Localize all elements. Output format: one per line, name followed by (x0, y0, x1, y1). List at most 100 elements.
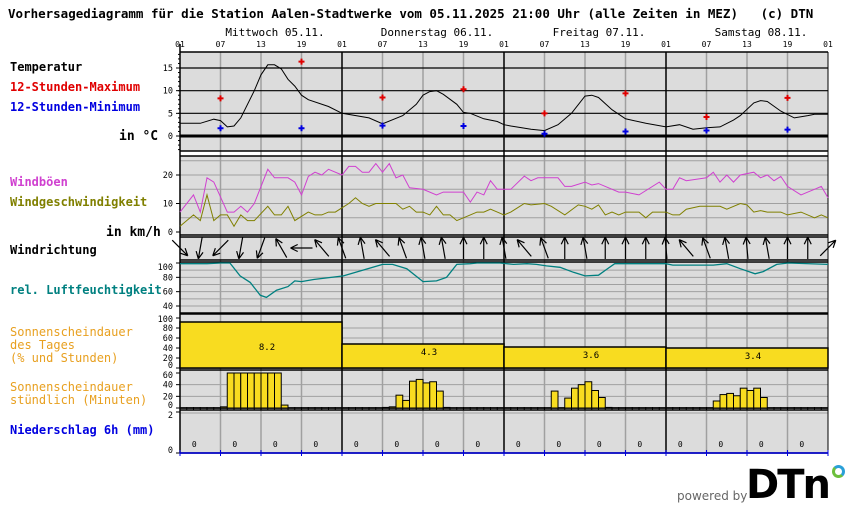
min-temp-point (460, 123, 467, 130)
precip-value-label: 0 (354, 440, 359, 449)
sun-hourly-bar (233, 372, 242, 409)
dtn-logo-ring (832, 465, 845, 478)
humidity-tick-label: 80 (163, 273, 173, 283)
sun-hourly-bar (584, 381, 593, 409)
wind-direction-arrow (661, 236, 670, 260)
min-temp-point (784, 126, 791, 133)
sun-hourly-bar (240, 372, 248, 409)
sun-hourly-tick-label: 0 (168, 401, 173, 411)
wind-direction-arrow (236, 237, 245, 260)
max-temp-point (460, 86, 467, 93)
hour-tick-label: 07 (378, 40, 388, 49)
hour-tick-label: 19 (621, 40, 631, 49)
sun-hourly-bar (753, 387, 761, 409)
sun-hourly-bar (260, 372, 269, 409)
wind-direction-arrow (397, 237, 408, 259)
hour-tick-label: 07 (540, 40, 550, 49)
precip-value-label: 0 (394, 440, 399, 449)
sun-daily-tick-label: 60 (163, 334, 173, 344)
max-temp-point (217, 95, 224, 102)
wind-direction-arrow (560, 236, 569, 259)
precip-value-label: 0 (192, 440, 197, 449)
temp-tick-label: 10 (163, 87, 173, 97)
sun-hourly-bar (604, 406, 613, 409)
sun-hourly-bar (388, 406, 397, 409)
sun-daily-tick-label: 40 (163, 344, 173, 354)
wind-direction-arrow (290, 243, 313, 253)
sun-hourly-bar (598, 397, 606, 409)
sun-hourly-bar (415, 378, 424, 409)
sun-hourly-bar (760, 397, 768, 409)
sun-hourly-bar (436, 390, 444, 409)
label-sun-daily: Sonnenscheindauer des Tages (% und Stund… (10, 325, 133, 365)
sun-hourly-bar (719, 394, 728, 409)
hour-tick-label: 19 (783, 40, 793, 49)
precip-value-label: 0 (516, 440, 521, 449)
wind-direction-arrow (819, 239, 837, 257)
max-temp-point (298, 58, 305, 65)
precip-value-label: 0 (799, 440, 804, 449)
min-temp-point (622, 128, 629, 135)
day-label: Freitag 07.11. (553, 26, 646, 39)
sun-daily-hours-label: 3.4 (745, 352, 761, 362)
sun-hourly-bar (382, 406, 390, 409)
wind-direction-arrow (701, 237, 711, 259)
hour-tick-label: 19 (459, 40, 469, 49)
sun-hourly-bar (577, 384, 586, 409)
day-label: Samstag 08.11. (715, 26, 808, 39)
sun-daily-tick-label: 20 (163, 354, 173, 364)
sun-daily-bar (665, 347, 829, 369)
min-temp-point (379, 122, 386, 129)
min-temp-point (703, 127, 710, 134)
sun-daily-bar (341, 343, 505, 369)
precip-value-label: 0 (678, 440, 683, 449)
wind-tick-label: 0 (168, 228, 173, 238)
wind-direction-arrow (374, 239, 391, 257)
sun-daily-hours-label: 8.2 (259, 343, 275, 353)
sun-hourly-bar (274, 372, 282, 409)
max-temp-point (379, 94, 386, 101)
temp-tick-label: 5 (168, 109, 173, 119)
label-min12: 12-Stunden-Minimum (10, 100, 141, 114)
sun-hourly-bar (429, 381, 437, 409)
humidity-tick-label: 40 (163, 302, 173, 312)
wind-tick-label: 10 (163, 200, 173, 210)
wind-direction-arrow (722, 236, 731, 259)
sun-hourly-bar (253, 372, 262, 409)
sun-hourly-bar (739, 387, 748, 409)
wind-direction-arrow (336, 237, 347, 259)
sun-hourly-bar (220, 406, 228, 409)
day-label: Donnerstag 06.11. (381, 26, 494, 39)
hour-tick-label: 01 (499, 40, 509, 49)
sun-daily-bar (179, 321, 343, 369)
sun-hourly-bar (226, 372, 235, 409)
wind-tick-label: 20 (163, 171, 173, 181)
wind-direction-arrow (459, 236, 468, 259)
wind-direction-arrow (742, 236, 751, 260)
precip-value-label: 0 (313, 440, 318, 449)
hour-tick-label: 01 (175, 40, 185, 49)
wind-speed-line (179, 192, 829, 228)
sun-hourly-bar (409, 380, 417, 409)
sun-hourly-bar (247, 372, 255, 409)
sun-daily-hours-label: 3.6 (583, 351, 599, 361)
dtn-logo: DTn (746, 462, 831, 508)
precip-value-label: 0 (556, 440, 561, 449)
label-temperature: Temperatur (10, 60, 83, 74)
wind-direction-arrow (803, 236, 812, 259)
sun-hourly-tick-label: 20 (163, 392, 173, 402)
wind-direction-arrow (762, 236, 771, 259)
wind-direction-arrow (516, 239, 532, 257)
sun-daily-hours-label: 4.3 (421, 348, 437, 358)
sun-daily-tick-label: 0 (168, 361, 173, 371)
hour-tick-label: 13 (418, 40, 428, 49)
sun-hourly-tick-label: 40 (163, 381, 173, 391)
wind-direction-arrow (783, 236, 792, 259)
sun-hourly-bar (712, 400, 721, 409)
precip-tick-label: 2 (168, 411, 173, 421)
precip-value-label: 0 (718, 440, 723, 449)
sun-hourly-bar (550, 390, 559, 409)
label-wind-direction: Windrichtung (10, 243, 97, 257)
day-label: Mittwoch 05.11. (225, 26, 324, 39)
hour-tick-label: 01 (823, 40, 833, 49)
